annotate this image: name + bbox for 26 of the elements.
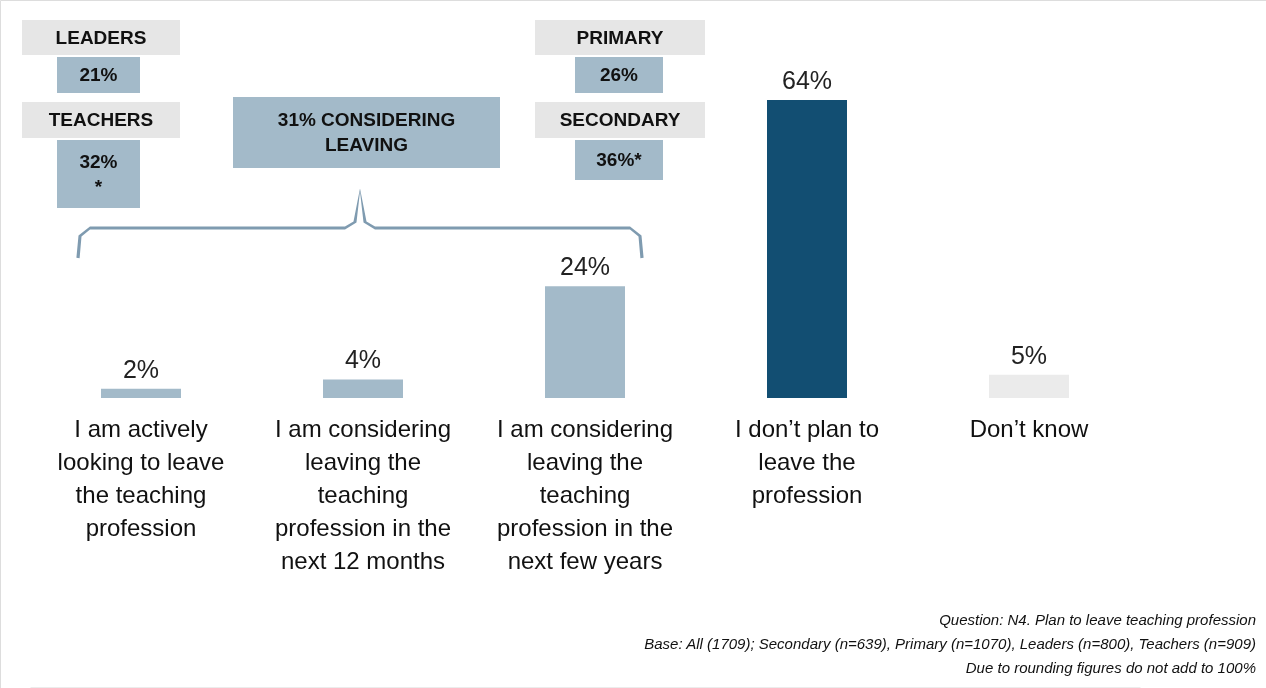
data-label: 24% [559, 252, 611, 281]
text: Due to rounding figures do not add to 100% [965, 659, 1256, 676]
text: Base: All (1709); Secondary (n=639), Primary (n=1070), Leaders (n=800), Teachers (n=909) [644, 635, 1256, 652]
data-label: 64% [781, 66, 833, 95]
annotation: 36%* [596, 149, 643, 170]
bar [545, 286, 625, 398]
annotation: 31% CONSIDERING LEAVING [277, 109, 456, 155]
x-tick-label: I don’t plan to leave the profession [734, 415, 880, 508]
bar [323, 379, 403, 398]
bar [101, 388, 181, 398]
data-label: 2% [122, 354, 160, 383]
bar [767, 100, 847, 398]
annotation: 32% * [79, 150, 118, 197]
data-label: 4% [344, 345, 382, 374]
data-label: 5% [1010, 340, 1048, 369]
annotation: TEACHERS [48, 109, 154, 130]
x-tick-label: I am considering leaving the teaching profession in the next few years [496, 415, 674, 574]
annotation: SECONDARY [559, 109, 681, 130]
x-tick-label: Don’t know [969, 415, 1090, 442]
text: PRIMARY [576, 26, 664, 48]
text: Question: N4. Plan to leave teaching profession [939, 611, 1256, 628]
text: 26% [599, 64, 639, 85]
text: 21% [79, 64, 118, 85]
x-tick-label: I am actively looking to leave the teaching profession [57, 415, 225, 541]
x-tick-label: I am considering leaving the teaching profession in the next 12 months [274, 415, 452, 574]
text: LEADERS [55, 26, 147, 48]
